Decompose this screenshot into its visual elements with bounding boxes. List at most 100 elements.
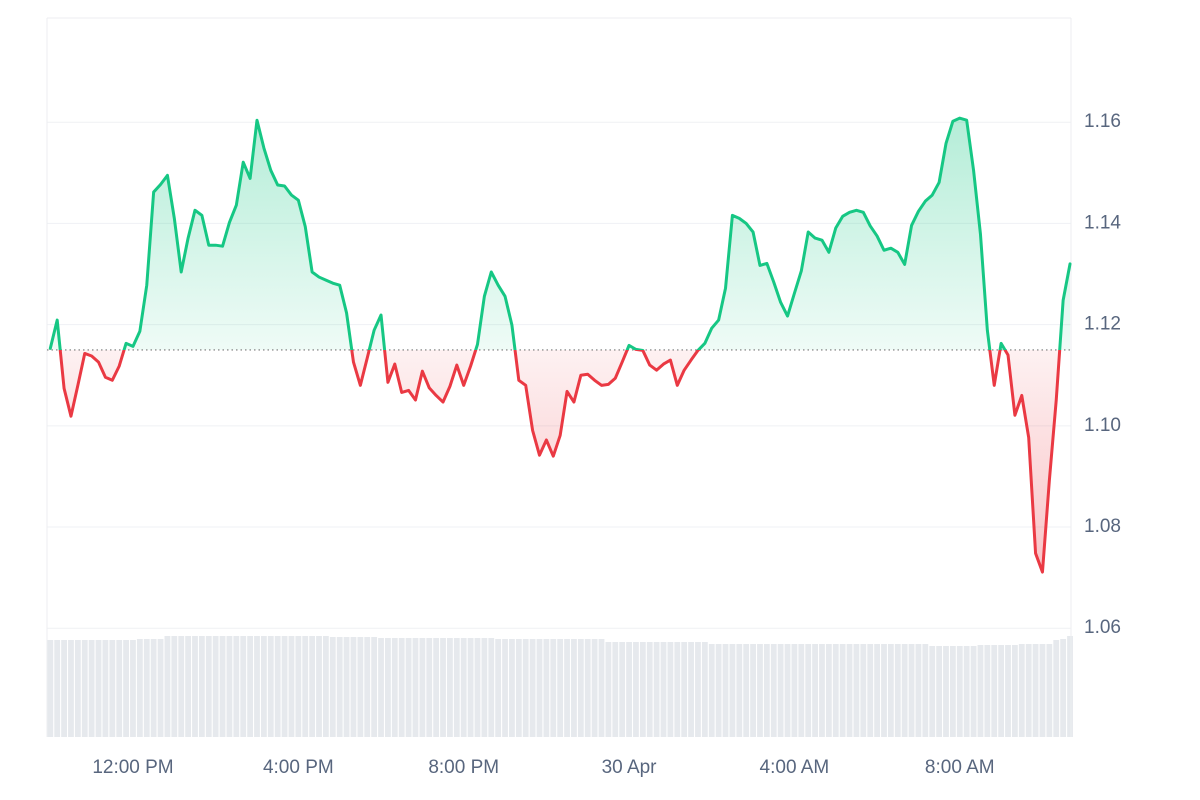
volume-bar [130,640,136,737]
volume-bar [460,638,467,737]
x-tick-label: 12:00 PM [92,757,173,778]
volume-bar [447,638,453,737]
volume-bar [557,639,564,737]
volume-bar [247,636,254,737]
volume-bar [198,636,205,737]
volume-bar [171,636,178,737]
volume-bar [1067,636,1073,737]
volume-bar [970,646,977,737]
volume-bar [791,644,798,737]
volume-bar [867,644,874,737]
volume-bar [529,639,536,737]
volume-bar [860,644,867,737]
volume-bar [178,636,185,737]
volume-bar [495,639,502,737]
volume-bar [708,644,715,737]
volume-bar [956,646,963,737]
volume-bar [88,640,95,737]
volume-bar [577,639,584,737]
volume-bar [95,640,102,737]
volume-bar [598,639,605,737]
volume-bar [660,642,667,737]
volume-bar [777,644,784,737]
y-tick-label: 1.16 [1084,111,1121,132]
volume-bar [770,644,777,737]
volume-bar [123,640,129,737]
volume-bar [1053,640,1060,737]
volume-bar [750,644,756,737]
volume-bar [1005,645,1011,737]
volume-bar [819,644,825,737]
volume-bar [502,639,508,737]
volume-bar [481,638,488,737]
volume-bar [729,644,736,737]
volume-layer [47,636,1073,737]
volume-bar [116,640,123,737]
volume-bar [584,639,591,737]
volume-bar [364,637,371,737]
volume-bar [295,636,302,737]
area-fill [50,118,1071,573]
volume-bar [605,642,612,737]
volume-bar [1018,644,1025,737]
volume-bar [977,645,984,737]
volume-bar [385,638,391,737]
volume-bar [984,645,991,737]
volume-bar [398,638,405,737]
volume-bar [853,644,860,737]
volume-bar [922,644,929,737]
volume-bar [908,644,915,737]
volume-bar [639,642,646,737]
volume-bar [743,644,750,737]
volume-bar [102,640,109,737]
volume-bar [1060,639,1067,737]
volume-bar [550,639,557,737]
volume-bar [591,639,598,737]
volume-bar [391,638,398,737]
volume-bar [185,636,191,737]
price-line [48,116,1072,574]
volume-bar [61,640,67,737]
volume-bar [47,640,54,737]
volume-bar [536,639,543,737]
volume-bar [109,640,116,737]
volume-bar [522,639,529,737]
volume-bar [240,636,247,737]
volume-bar [316,636,322,737]
x-tick-label: 30 Apr [602,757,658,778]
volume-bar [474,638,481,737]
volume-bar [998,645,1005,737]
volume-bar [991,645,998,737]
volume-bar [81,640,88,737]
volume-bar [288,636,295,737]
volume-bar [667,642,674,737]
volume-bar [936,646,943,737]
volume-bar [1012,645,1018,737]
volume-bar [832,644,839,737]
volume-bar [881,644,887,737]
volume-bar [695,642,701,737]
volume-bar [805,644,812,737]
volume-bar [894,644,901,737]
volume-bar [701,642,708,737]
x-tick-label: 4:00 PM [263,757,334,778]
y-tick-label: 1.12 [1084,314,1121,335]
volume-bar [1025,644,1032,737]
x-tick-label: 8:00 AM [925,757,995,778]
volume-bar [136,639,143,737]
volume-bar [226,636,233,737]
volume-bar [219,636,226,737]
plot-layer [47,116,1072,574]
volume-bar [433,638,440,737]
volume-bar [143,639,150,737]
volume-bar [543,639,550,737]
volume-bar [626,642,632,737]
volume-bar [674,642,681,737]
volume-bar [212,636,219,737]
volume-bar [619,642,626,737]
volume-bar [963,646,970,737]
volume-bar [812,644,818,737]
volume-bar [412,638,419,737]
volume-bar [371,637,378,737]
